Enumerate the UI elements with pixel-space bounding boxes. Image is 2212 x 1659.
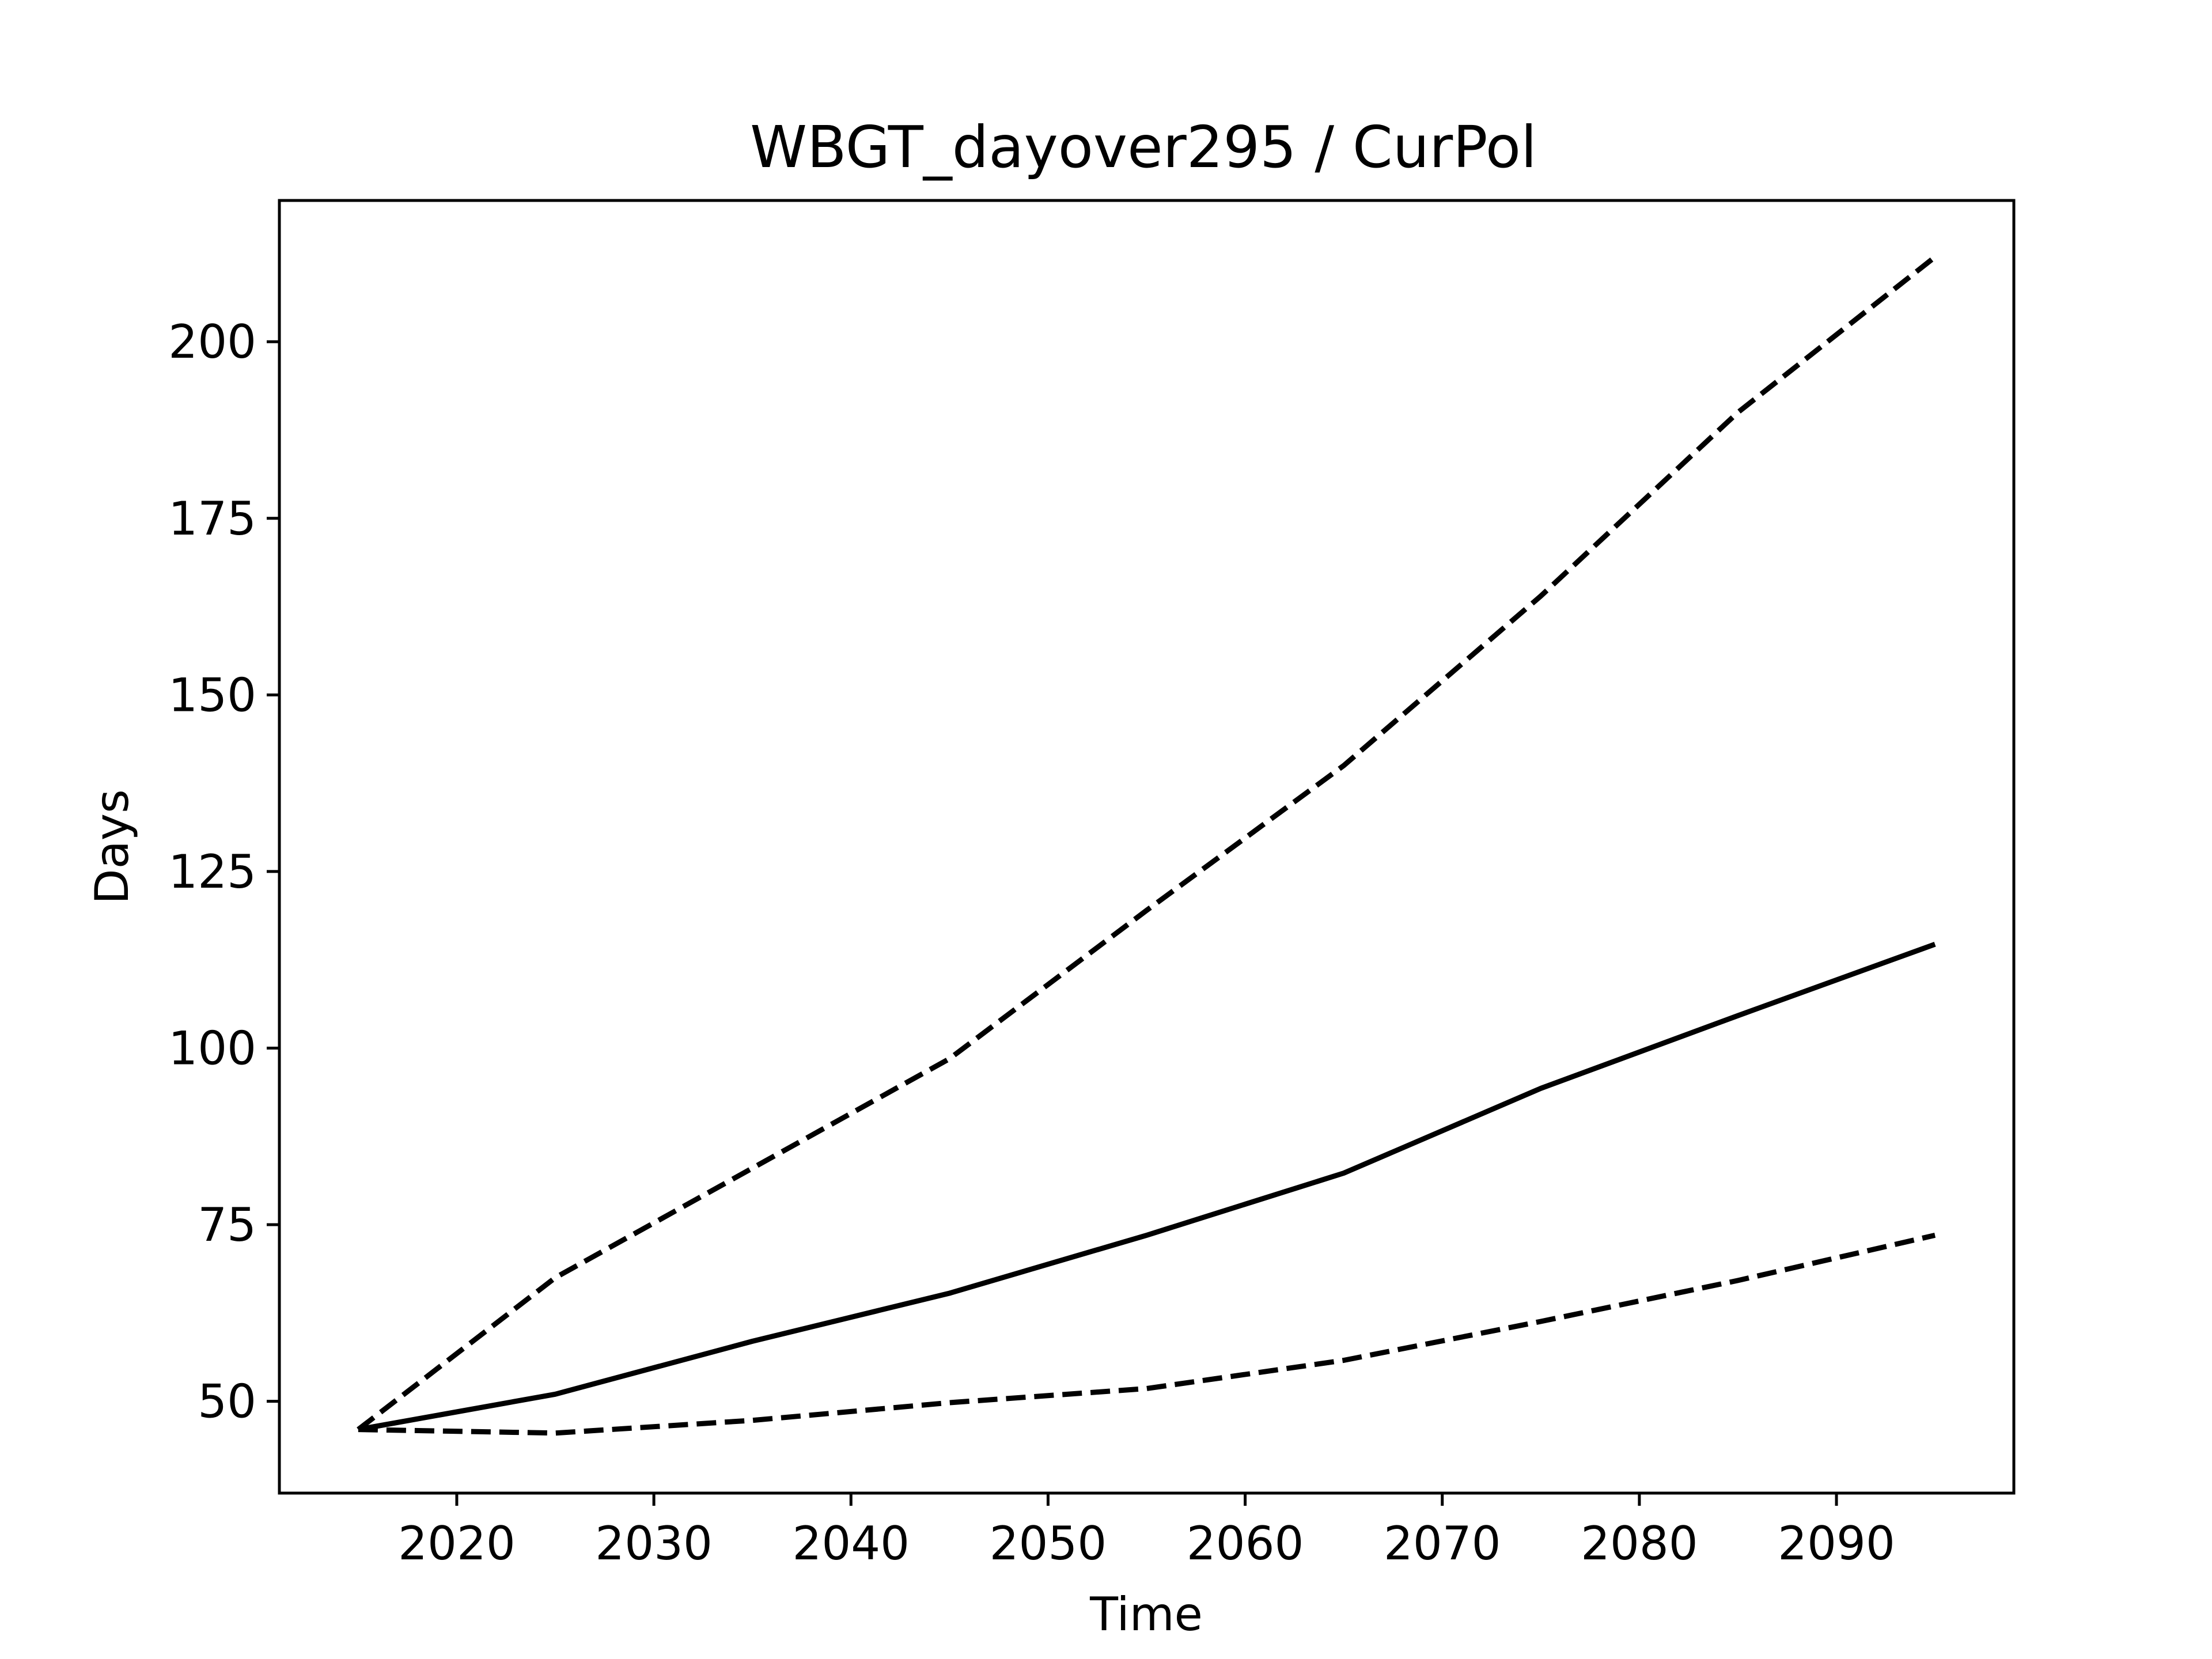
y-tick-label: 50: [198, 1375, 256, 1429]
x-axis: 2020 2030 2040 2050 2060 2070 2080 2090: [398, 1493, 1895, 1570]
x-tick-label: 2070: [1384, 1517, 1501, 1570]
x-tick-label: 2040: [792, 1517, 910, 1570]
plot-frame: [278, 199, 2016, 1495]
y-tick-label: 175: [168, 492, 256, 546]
x-axis-label: Time: [1089, 1588, 1203, 1641]
y-tick-label: 75: [198, 1198, 256, 1252]
x-tick-label: 2090: [1778, 1517, 1895, 1570]
x-tick-label: 2080: [1581, 1517, 1698, 1570]
series-line-0-dashed: [357, 255, 1937, 1432]
plot-lines: [357, 255, 1937, 1436]
y-axis: 50 75 100 125 150 175 200: [168, 315, 279, 1429]
x-tick-label: 2050: [990, 1517, 1107, 1570]
y-axis-label: Days: [85, 789, 139, 904]
series-line-1-solid: [358, 941, 1936, 1433]
y-tick-label: 100: [168, 1021, 256, 1075]
y-tick-label: 150: [168, 668, 256, 722]
chart-title: WBGT_dayover295 / CurPol: [750, 113, 1537, 181]
x-tick-label: 2060: [1187, 1517, 1304, 1570]
y-tick-label: 125: [168, 845, 256, 899]
series-line-2-dashed: [358, 1233, 1936, 1436]
y-tick-label: 200: [168, 315, 256, 369]
x-tick-label: 2030: [595, 1517, 713, 1570]
x-tick-label: 2020: [398, 1517, 516, 1570]
